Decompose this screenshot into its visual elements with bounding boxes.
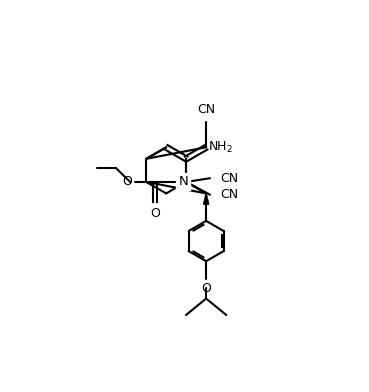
Polygon shape (203, 192, 209, 204)
Text: N: N (179, 175, 188, 189)
Text: CN: CN (220, 172, 238, 185)
Text: CN: CN (220, 188, 238, 201)
Text: N: N (179, 175, 188, 189)
Text: NH$_2$: NH$_2$ (208, 140, 233, 155)
Text: O: O (150, 207, 160, 220)
Text: O: O (201, 282, 211, 296)
Text: O: O (122, 175, 132, 189)
Text: N: N (178, 175, 188, 189)
Text: N: N (178, 175, 188, 189)
Text: CN: CN (197, 103, 215, 116)
